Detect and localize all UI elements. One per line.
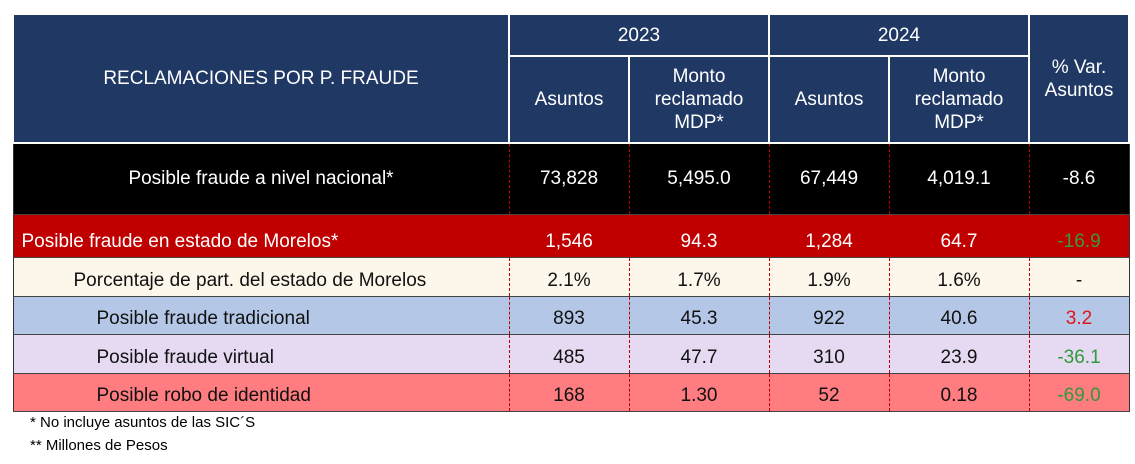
cell: 1,284 bbox=[768, 213, 890, 258]
row-label: Posible robo de identidad bbox=[12, 372, 510, 412]
subheader: Monto reclamado MDP* bbox=[628, 55, 770, 144]
cell: 1.9% bbox=[768, 256, 890, 297]
table-body: Posible fraude a nivel nacional* 73,828 5,… bbox=[12, 142, 1130, 412]
row-label: Posible fraude en estado de Morelos* bbox=[12, 213, 510, 258]
cell: 310 bbox=[768, 333, 890, 374]
subheader: Monto reclamado MDP* bbox=[888, 55, 1030, 144]
cell: -36.1 bbox=[1028, 333, 1130, 374]
footnote: ** Millones de Pesos bbox=[30, 437, 168, 454]
cell: -8.6 bbox=[1028, 142, 1130, 215]
cell: 1.7% bbox=[628, 256, 770, 297]
cell: 485 bbox=[508, 333, 630, 374]
cell: -16.9 bbox=[1028, 213, 1130, 258]
cell: 1,546 bbox=[508, 213, 630, 258]
table-row: Posible fraude virtual 485 47.7 310 23.9 -36.… bbox=[12, 333, 1130, 374]
table-row: Posible robo de identidad 168 1.30 52 0.18 -6… bbox=[12, 372, 1130, 412]
cell: 94.3 bbox=[628, 213, 770, 258]
cell: 893 bbox=[508, 295, 630, 335]
table-title: RECLAMACIONES POR P. FRAUDE bbox=[12, 13, 510, 144]
table-row: Posible fraude tradicional 893 45.3 922 40.6… bbox=[12, 295, 1130, 335]
cell: 168 bbox=[508, 372, 630, 412]
cell: -69.0 bbox=[1028, 372, 1130, 412]
cell: - bbox=[1028, 256, 1130, 297]
row-label: Posible fraude a nivel nacional* bbox=[12, 142, 510, 215]
cell: 3.2 bbox=[1028, 295, 1130, 335]
cell: 40.6 bbox=[888, 295, 1030, 335]
fraud-table: RECLAMACIONES POR P. FRAUDE 2023 2024 % … bbox=[12, 13, 1130, 412]
cell: 67,449 bbox=[768, 142, 890, 215]
table-row: Posible fraude en estado de Morelos* 1,54… bbox=[12, 213, 1130, 258]
cell: 23.9 bbox=[888, 333, 1030, 374]
cell: 52 bbox=[768, 372, 890, 412]
cell: 1.30 bbox=[628, 372, 770, 412]
table-row: Posible fraude a nivel nacional* 73,828 5,… bbox=[12, 142, 1130, 215]
table-row: Porcentaje de part. del estado de Morelo… bbox=[12, 256, 1130, 297]
row-label: Posible fraude tradicional bbox=[12, 295, 510, 335]
subheader: Asuntos bbox=[508, 55, 630, 144]
row-label: Porcentaje de part. del estado de Morelo… bbox=[12, 256, 510, 297]
variation-header: % Var. Asuntos bbox=[1028, 13, 1130, 144]
cell: 45.3 bbox=[628, 295, 770, 335]
table-header: RECLAMACIONES POR P. FRAUDE 2023 2024 % … bbox=[12, 13, 1130, 144]
cell: 47.7 bbox=[628, 333, 770, 374]
cell: 4,019.1 bbox=[888, 142, 1030, 215]
subheader: Asuntos bbox=[768, 55, 890, 144]
cell: 2.1% bbox=[508, 256, 630, 297]
row-label: Posible fraude virtual bbox=[12, 333, 510, 374]
cell: 922 bbox=[768, 295, 890, 335]
cell: 0.18 bbox=[888, 372, 1030, 412]
year-header: 2024 bbox=[768, 13, 1030, 57]
year-header: 2023 bbox=[508, 13, 770, 57]
footnote: * No incluye asuntos de las SIC´S bbox=[30, 414, 256, 431]
cell: 1.6% bbox=[888, 256, 1030, 297]
cell: 5,495.0 bbox=[628, 142, 770, 215]
cell: 64.7 bbox=[888, 213, 1030, 258]
cell: 73,828 bbox=[508, 142, 630, 215]
